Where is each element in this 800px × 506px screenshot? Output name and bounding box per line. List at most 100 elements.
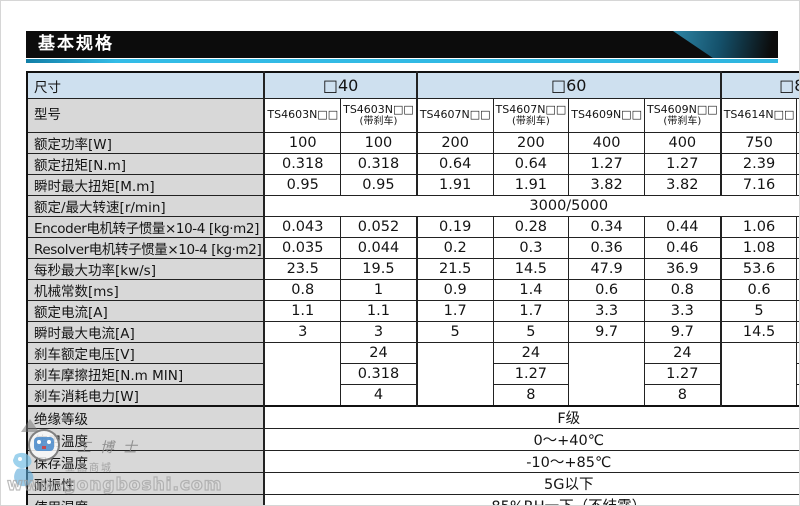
spec-value: 750 <box>720 132 798 154</box>
spec-value: 1.1 <box>263 300 342 322</box>
spec-value: 1.7 <box>416 300 494 322</box>
model-name: TS4609N□□ (带刹车) <box>643 98 722 133</box>
spec-value: 0.44 <box>643 216 722 238</box>
brake-value: 1.27 <box>643 363 722 385</box>
spec-value: 0.318 <box>340 153 418 175</box>
spec-value: 1.91 <box>492 174 570 196</box>
spec-value: 0.2 <box>416 237 494 259</box>
env-row-label: 使用湿度 <box>26 494 266 505</box>
model-name: TS4607N□□ <box>416 98 494 133</box>
spec-value: 0.34 <box>568 216 645 238</box>
spec-value: 0.9 <box>416 279 494 301</box>
spec-value: 0.8 <box>263 279 342 301</box>
spec-value: 0.8 <box>643 279 722 301</box>
spec-merged-value: 3000/5000 <box>263 195 799 217</box>
brake-empty-cell <box>416 342 494 407</box>
spec-value: 2.39 <box>720 153 798 175</box>
size-group-header: □60 <box>416 71 722 99</box>
spec-value: 3.3 <box>568 300 645 322</box>
env-value: 85%RH一下（不结露） <box>263 494 799 505</box>
spec-value: 47.9 <box>568 258 645 280</box>
model-row-label: 型号 <box>26 98 266 133</box>
spec-value: 0.28 <box>492 216 570 238</box>
spec-value: 14.5 <box>720 321 798 343</box>
spec-value: 0.318 <box>263 153 342 175</box>
spec-row-label: 瞬时最大电流[A] <box>26 321 266 343</box>
spec-value: 0.46 <box>643 237 722 259</box>
spec-table: 尺寸□40□60□80型号TS4603N□□TS4603N□□(带刹车)TS46… <box>26 71 799 505</box>
brake-empty-cell <box>568 342 645 407</box>
spec-row-label: Encoder电机转子惯量×10-4 [kg·m2] <box>26 216 266 238</box>
spec-value: 5 <box>416 321 494 343</box>
spec-value: 14.5 <box>492 258 570 280</box>
spec-value: 200 <box>416 132 494 154</box>
spec-value: 0.044 <box>340 237 418 259</box>
size-group-header: □80 <box>720 71 799 99</box>
spec-value: 0.95 <box>340 174 418 196</box>
spec-value: 1 <box>340 279 418 301</box>
model-name: TS4614N□□ <box>720 98 798 133</box>
spec-row-label: Resolver电机转子惯量×10-4 [kg·m2] <box>26 237 266 259</box>
spec-value: 0.36 <box>568 237 645 259</box>
section-banner: 基本规格 <box>26 31 778 58</box>
brake-value: 24 <box>340 342 418 364</box>
spec-value: 200 <box>492 132 570 154</box>
brake-value: 4 <box>340 384 418 407</box>
env-value: F级 <box>263 405 799 429</box>
env-row-label: 使用温度 <box>26 428 266 451</box>
spec-value: 7.16 <box>720 174 798 196</box>
brake-value: 24 <box>492 342 570 364</box>
brake-value: 2.39 <box>796 363 799 385</box>
spec-value: 1.7 <box>492 300 570 322</box>
spec-value: 3.3 <box>643 300 722 322</box>
spec-value: 5 <box>720 300 798 322</box>
spec-value: 0.95 <box>263 174 342 196</box>
brake-row-label: 刹车额定电压[V] <box>26 342 266 364</box>
spec-value: 19.5 <box>340 258 418 280</box>
spec-row-label: 额定/最大转速[r/min] <box>26 195 266 217</box>
spec-value: 3 <box>340 321 418 343</box>
brake-row-label: 刹车摩擦扭矩[N.m MIN] <box>26 363 266 385</box>
spec-row-label: 每秒最大功率[kw/s] <box>26 258 266 280</box>
brake-row-label: 刹车消耗电力[W] <box>26 384 266 407</box>
spec-value: 5 <box>492 321 570 343</box>
env-row-label: 绝缘等级 <box>26 405 266 429</box>
spec-value: 9.7 <box>643 321 722 343</box>
spec-value: 1.1 <box>340 300 418 322</box>
model-name: TS4607N□□ (带刹车) <box>492 98 570 133</box>
spec-value: 0.043 <box>263 216 342 238</box>
size-row-label: 尺寸 <box>26 71 266 99</box>
spec-value: 1.08 <box>720 237 798 259</box>
env-row-label: 耐振性 <box>26 472 266 495</box>
model-name: TS4609N□□ <box>568 98 645 133</box>
spec-value: 0.035 <box>263 237 342 259</box>
spec-value: 0.19 <box>416 216 494 238</box>
brake-value: 24 <box>643 342 722 364</box>
banner-underline <box>26 59 778 63</box>
spec-value: 36.9 <box>643 258 722 280</box>
model-name: TS4603N□□ (带刹车) <box>340 98 418 133</box>
brake-empty-cell <box>720 342 798 407</box>
env-value: 0～+40℃ <box>263 428 799 451</box>
spec-value: 0.052 <box>340 216 418 238</box>
spec-value: 21.5 <box>416 258 494 280</box>
brake-value: 0.318 <box>340 363 418 385</box>
spec-value: 400 <box>568 132 645 154</box>
spec-row-label: 额定电流[A] <box>26 300 266 322</box>
brake-value: 8 <box>643 384 722 407</box>
spec-row-label: 额定功率[W] <box>26 132 266 154</box>
spec-value: 0.6 <box>720 279 798 301</box>
spec-row-label: 额定扭矩[N.m] <box>26 153 266 175</box>
brake-empty-cell <box>263 342 342 407</box>
spec-value: 100 <box>340 132 418 154</box>
brake-value: 8 <box>492 384 570 407</box>
env-value: -10～+85℃ <box>263 450 799 473</box>
spec-value: 0.6 <box>568 279 645 301</box>
spec-value: 3.82 <box>643 174 722 196</box>
spec-value: 100 <box>263 132 342 154</box>
spec-value: 9.7 <box>568 321 645 343</box>
spec-value: 1.4 <box>492 279 570 301</box>
spec-value: 1.06 <box>720 216 798 238</box>
spec-value: 0.64 <box>492 153 570 175</box>
